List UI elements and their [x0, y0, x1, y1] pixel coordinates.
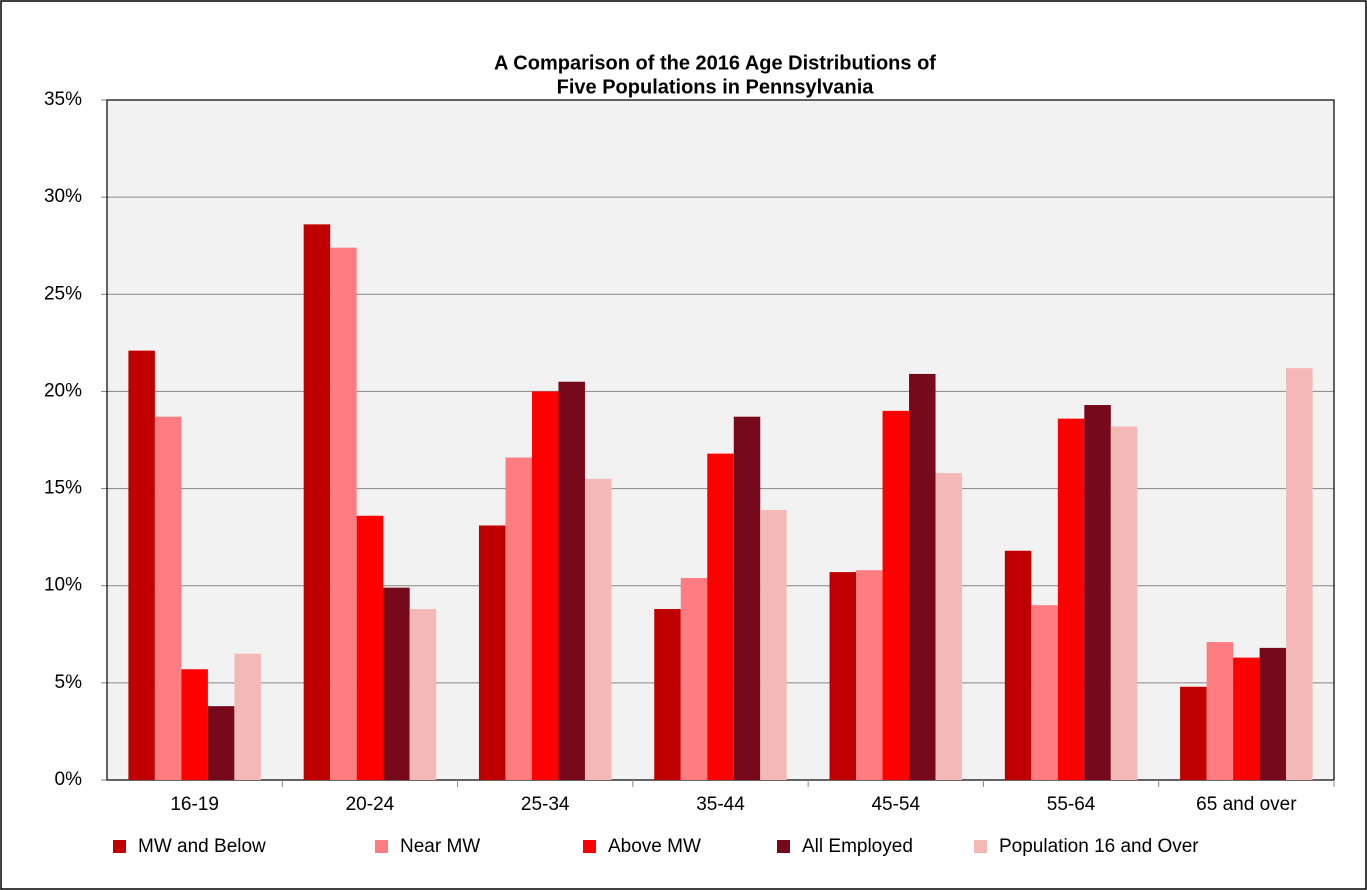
bar — [531, 391, 559, 780]
bar — [829, 572, 857, 780]
bar — [356, 515, 384, 780]
bar — [1084, 405, 1111, 780]
bar — [154, 416, 182, 780]
x-tick-label: 65 and over — [1196, 794, 1297, 815]
y-tick-label: 30% — [44, 186, 82, 207]
chart-title: A Comparison of the 2016 Age Distributio… — [494, 52, 936, 74]
y-tick-label: 35% — [44, 89, 82, 110]
y-tick-label: 0% — [55, 769, 83, 790]
bar — [409, 609, 437, 780]
bar — [1206, 642, 1234, 780]
y-tick-label: 20% — [44, 380, 82, 401]
legend-label: Near MW — [400, 836, 480, 857]
bar — [909, 373, 936, 780]
bar — [1004, 550, 1032, 780]
legend-swatch — [583, 840, 596, 853]
legend-swatch — [974, 840, 987, 853]
y-tick-label: 15% — [44, 478, 82, 499]
bar — [181, 669, 208, 780]
bar — [584, 478, 612, 780]
legend-swatch — [113, 840, 126, 853]
bar — [882, 410, 910, 780]
bar — [1031, 605, 1058, 780]
bar — [1259, 647, 1287, 780]
y-tick-label: 5% — [55, 672, 83, 693]
x-tick-label: 16-19 — [170, 794, 219, 815]
bar — [383, 587, 410, 780]
bar — [935, 473, 963, 780]
bar — [707, 453, 734, 780]
bar — [558, 381, 585, 780]
bar — [234, 653, 261, 780]
bar — [128, 350, 155, 780]
bar — [505, 457, 532, 780]
bar — [1180, 686, 1207, 780]
bar — [330, 247, 357, 780]
bar — [1233, 657, 1260, 780]
x-tick-label: 35-44 — [696, 794, 745, 815]
x-tick-label: 25-34 — [521, 794, 570, 815]
bar — [303, 224, 331, 781]
bar — [1057, 418, 1085, 780]
y-tick-label: 25% — [44, 283, 82, 304]
x-tick-label: 55-64 — [1047, 794, 1096, 815]
bar — [1110, 426, 1138, 780]
bar — [733, 416, 761, 780]
bar — [207, 706, 235, 780]
bar — [1286, 368, 1313, 780]
legend-label: Population 16 and Over — [999, 836, 1199, 857]
x-tick-label: 20-24 — [346, 794, 395, 815]
legend-label: MW and Below — [138, 836, 266, 857]
bar — [478, 525, 506, 780]
chart-subtitle: Five Populations in Pennsylvania — [557, 76, 875, 98]
bar — [680, 577, 708, 780]
legend-label: All Employed — [802, 836, 913, 857]
legend-swatch — [777, 840, 790, 853]
legend-label: Above MW — [608, 836, 701, 857]
y-tick-label: 10% — [44, 575, 82, 596]
x-tick-label: 45-54 — [871, 794, 920, 815]
bar — [760, 509, 787, 780]
legend-swatch — [375, 840, 388, 853]
bar — [654, 609, 681, 780]
bar — [856, 570, 883, 780]
